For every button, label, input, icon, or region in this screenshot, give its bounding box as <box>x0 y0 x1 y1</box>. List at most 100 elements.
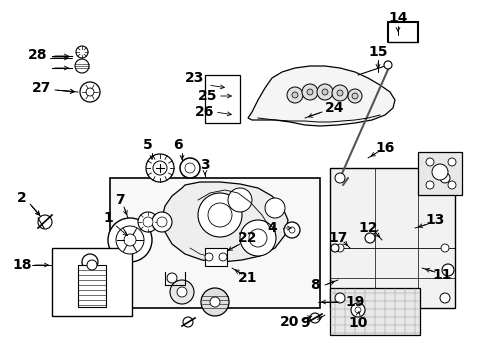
Circle shape <box>447 181 455 189</box>
Circle shape <box>240 220 275 256</box>
Circle shape <box>157 217 167 227</box>
Circle shape <box>321 89 327 95</box>
Circle shape <box>286 87 303 103</box>
Circle shape <box>364 233 374 243</box>
Circle shape <box>347 89 361 103</box>
Bar <box>204 248 226 266</box>
Circle shape <box>331 85 347 101</box>
Circle shape <box>284 222 299 238</box>
Circle shape <box>75 59 89 73</box>
Text: 18: 18 <box>12 258 32 272</box>
Circle shape <box>167 273 177 283</box>
Circle shape <box>334 173 345 183</box>
Polygon shape <box>247 66 394 126</box>
Bar <box>78 265 106 307</box>
Text: 21: 21 <box>238 271 257 285</box>
Circle shape <box>227 188 251 212</box>
Circle shape <box>447 158 455 166</box>
Polygon shape <box>162 182 287 262</box>
Circle shape <box>306 89 312 95</box>
Text: 20: 20 <box>280 315 299 329</box>
Circle shape <box>316 84 332 100</box>
Circle shape <box>302 84 317 100</box>
Circle shape <box>354 307 360 313</box>
Circle shape <box>180 158 200 178</box>
Polygon shape <box>417 152 461 195</box>
Text: 16: 16 <box>375 141 394 155</box>
Circle shape <box>219 253 226 261</box>
Text: 3: 3 <box>200 158 209 172</box>
Text: 25: 25 <box>198 89 217 103</box>
Circle shape <box>441 264 453 276</box>
Text: 8: 8 <box>309 278 319 292</box>
Circle shape <box>440 244 448 252</box>
Circle shape <box>138 212 158 232</box>
Circle shape <box>336 90 342 96</box>
Circle shape <box>207 203 231 227</box>
Text: 28: 28 <box>28 48 48 62</box>
Circle shape <box>146 154 174 182</box>
Circle shape <box>209 297 220 307</box>
Circle shape <box>351 93 357 99</box>
Text: 4: 4 <box>266 221 276 235</box>
Text: 1: 1 <box>103 211 113 225</box>
Circle shape <box>87 260 97 270</box>
Text: 26: 26 <box>195 105 214 119</box>
Circle shape <box>288 227 294 233</box>
Circle shape <box>80 82 100 102</box>
Circle shape <box>124 234 136 246</box>
Circle shape <box>291 92 297 98</box>
Text: 5: 5 <box>143 138 153 152</box>
Text: 14: 14 <box>387 11 407 25</box>
Circle shape <box>198 193 242 237</box>
Circle shape <box>425 181 433 189</box>
Circle shape <box>383 61 391 69</box>
Circle shape <box>264 198 285 218</box>
Circle shape <box>76 46 88 58</box>
Text: 11: 11 <box>431 268 451 282</box>
Text: 17: 17 <box>327 231 347 245</box>
Text: 6: 6 <box>173 138 183 152</box>
Circle shape <box>201 288 228 316</box>
Text: 24: 24 <box>325 101 344 115</box>
Circle shape <box>38 215 52 229</box>
Circle shape <box>153 161 167 175</box>
Text: 2: 2 <box>17 191 27 205</box>
Circle shape <box>142 217 153 227</box>
Polygon shape <box>329 168 454 308</box>
Text: 9: 9 <box>300 316 309 330</box>
Bar <box>110 178 319 308</box>
Circle shape <box>439 293 449 303</box>
Circle shape <box>152 212 172 232</box>
Text: 27: 27 <box>32 81 52 95</box>
Text: 12: 12 <box>358 221 377 235</box>
Text: 19: 19 <box>345 295 364 309</box>
Circle shape <box>82 254 98 270</box>
Circle shape <box>86 88 94 96</box>
Circle shape <box>431 164 447 180</box>
Circle shape <box>204 253 213 261</box>
Circle shape <box>309 313 319 323</box>
Text: 10: 10 <box>347 316 367 330</box>
Circle shape <box>330 244 338 252</box>
Text: 7: 7 <box>115 193 124 207</box>
Text: 13: 13 <box>425 213 444 227</box>
Circle shape <box>248 229 266 247</box>
Text: 15: 15 <box>367 45 387 59</box>
Circle shape <box>177 287 186 297</box>
Text: 23: 23 <box>185 71 204 85</box>
Circle shape <box>108 218 152 262</box>
Text: 22: 22 <box>238 231 257 245</box>
Circle shape <box>116 226 143 254</box>
Circle shape <box>183 317 193 327</box>
Circle shape <box>170 280 194 304</box>
Bar <box>204 75 240 123</box>
Circle shape <box>334 293 345 303</box>
Polygon shape <box>329 288 419 335</box>
Circle shape <box>425 158 433 166</box>
Circle shape <box>350 303 364 317</box>
Circle shape <box>335 244 343 252</box>
Circle shape <box>439 173 449 183</box>
Circle shape <box>184 163 195 173</box>
Bar <box>52 248 132 316</box>
